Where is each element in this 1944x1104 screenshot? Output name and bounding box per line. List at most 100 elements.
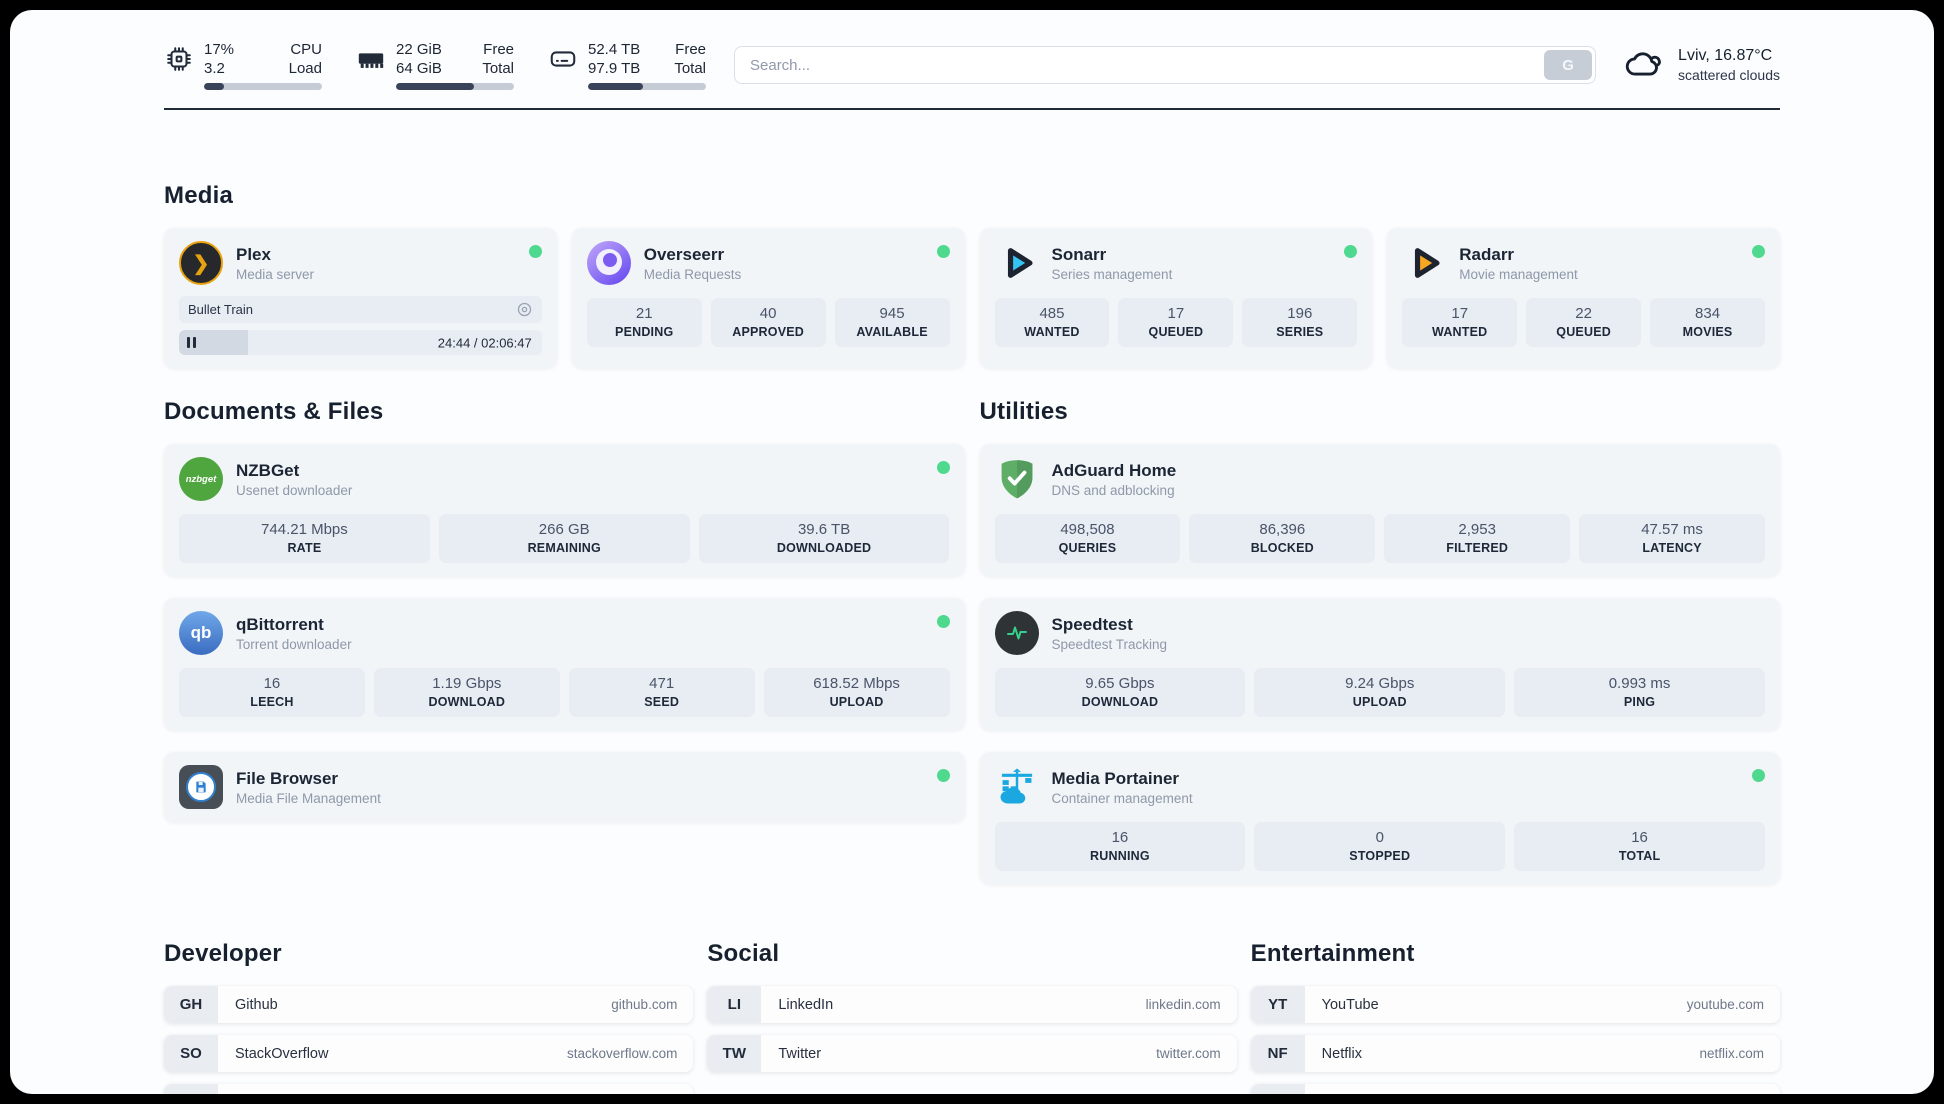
status-dot	[1344, 245, 1358, 258]
cpu-progress-bar	[204, 83, 322, 90]
memory-free-value: 22 GiB	[396, 41, 442, 58]
adguard-icon	[995, 457, 1039, 501]
link-url: linkedin.com	[1145, 997, 1221, 1012]
section-developer: Developer GH Github github.com SO StackO…	[164, 940, 694, 1094]
stat-wanted: 17 WANTED	[1402, 298, 1518, 347]
hard-drive-icon	[548, 44, 578, 74]
link-name: Github	[235, 996, 278, 1013]
app-name: AdGuard Home	[1051, 461, 1177, 480]
disk-free-label: Free	[675, 41, 706, 58]
disk-free-value: 52.4 TB	[588, 41, 641, 58]
app-card-plex[interactable]: ❯ Plex Media server Bullet Train	[164, 228, 557, 368]
stat-latency: 47.57 ms LATENCY	[1579, 514, 1765, 563]
stat-wanted: 485 WANTED	[994, 298, 1110, 347]
app-subtitle: Container management	[1051, 791, 1193, 806]
link-badge: TW	[707, 1035, 762, 1072]
link-github[interactable]: GH Github github.com	[164, 986, 694, 1023]
stat-remaining: 266 GB REMAINING	[438, 514, 690, 563]
link-netflix[interactable]: NF Netflix netflix.com	[1250, 1035, 1780, 1072]
stat-total: 16 TOTAL	[1514, 822, 1765, 871]
link-name: LinkedIn	[778, 996, 834, 1013]
app-card-portainer[interactable]: Media Portainer Container management 16 R…	[979, 752, 1780, 884]
memory-stat: 22 GiB Free 64 GiB Total	[356, 40, 514, 90]
stat-movies: 834 MOVIES	[1650, 298, 1766, 347]
pause-icon[interactable]	[187, 337, 196, 348]
ram-icon	[356, 44, 386, 74]
app-subtitle: Media server	[236, 267, 315, 282]
app-subtitle: Media Requests	[643, 267, 742, 282]
search-bar: G	[734, 46, 1597, 84]
header-divider	[164, 108, 1780, 110]
cpu-usage-value: 17%	[204, 41, 235, 58]
stat-queued: 17 QUEUED	[1118, 298, 1234, 347]
app-name: Plex	[236, 245, 271, 264]
social-section-title: Social	[707, 940, 780, 967]
stat-download: 9.65 Gbps DOWNLOAD	[994, 668, 1246, 717]
app-name: Radarr	[1459, 245, 1515, 264]
stat-filtered: 2,953 FILTERED	[1384, 514, 1571, 563]
app-card-sonarr[interactable]: Sonarr Series management 485 WANTED 17 QUE…	[979, 228, 1373, 368]
link-linkedin[interactable]: LI LinkedIn linkedin.com	[707, 986, 1237, 1023]
link-reddit[interactable]: RE Reddit reddit.com	[1250, 1084, 1780, 1094]
link-url: stackoverflow.com	[567, 1046, 678, 1061]
section-entertainment: Entertainment YT YouTube youtube.com NF …	[1250, 940, 1780, 1094]
disk-total-label: Total	[674, 60, 706, 77]
search-engine-button[interactable]: G	[1544, 50, 1593, 80]
app-name: qBittorrent	[236, 615, 324, 634]
developer-section-title: Developer	[164, 940, 282, 967]
stat-downloaded: 39.6 TB DOWNLOADED	[698, 514, 950, 563]
playback-time: 24:44 / 02:06:47	[437, 335, 532, 350]
app-name: Sonarr	[1051, 245, 1107, 264]
session-info-icon[interactable]	[516, 301, 533, 318]
search-input[interactable]	[738, 56, 1545, 74]
app-name: File Browser	[236, 769, 339, 788]
stat-queued: 22 QUEUED	[1526, 298, 1642, 347]
sonarr-icon	[995, 241, 1039, 285]
stat-leech: 16 LEECH	[179, 668, 365, 717]
qbittorrent-icon: qb	[179, 611, 223, 655]
stat-queries: 498,508 QUERIES	[994, 514, 1181, 563]
documents-section-title: Documents & Files	[164, 398, 384, 425]
app-card-adguard[interactable]: AdGuard Home DNS and adblocking 498,508 Q…	[979, 444, 1780, 576]
status-dot	[936, 461, 950, 474]
status-dot	[936, 769, 950, 782]
now-playing-title: Bullet Train	[188, 302, 254, 317]
app-subtitle: Series management	[1051, 267, 1173, 282]
playback-progress-bar[interactable]: 24:44 / 02:06:47	[179, 330, 542, 355]
app-name: Overseerr	[643, 245, 725, 264]
app-card-radarr[interactable]: Radarr Movie management 17 WANTED 22 QUEUE…	[1387, 228, 1780, 368]
link-youtube[interactable]: YT YouTube youtube.com	[1250, 986, 1780, 1023]
app-subtitle: Media File Management	[236, 791, 381, 806]
nzbget-icon: nzbget	[179, 457, 223, 501]
app-subtitle: Usenet downloader	[236, 483, 353, 498]
link-badge: DT	[164, 1084, 218, 1094]
app-card-filebrowser[interactable]: File Browser Media File Management	[164, 752, 965, 822]
stat-available: 945 AVAILABLE	[834, 298, 950, 347]
link-twitter[interactable]: TW Twitter twitter.com	[707, 1035, 1237, 1072]
link-url: netflix.com	[1699, 1046, 1764, 1061]
radarr-icon	[1402, 241, 1446, 285]
app-card-overseerr[interactable]: Overseerr Media Requests 21 PENDING 40 APP…	[571, 228, 965, 368]
link-url: github.com	[611, 997, 678, 1012]
stat-ping: 0.993 ms PING	[1514, 668, 1765, 717]
app-card-speedtest[interactable]: Speedtest Speedtest Tracking 9.65 Gbps DO…	[979, 598, 1780, 730]
memory-total-label: Total	[482, 60, 514, 77]
app-card-nzbget[interactable]: nzbget NZBGet Usenet downloader 744.21 M…	[164, 444, 965, 576]
weather-widget[interactable]: Lviv, 16.87°C scattered clouds	[1624, 46, 1780, 85]
app-subtitle: Movie management	[1459, 267, 1578, 282]
status-dot	[936, 245, 950, 258]
link-name: Twitter	[778, 1045, 822, 1062]
link-name: StackOverflow	[235, 1045, 329, 1062]
link-badge: NF	[1250, 1035, 1305, 1072]
disk-progress-bar	[588, 83, 706, 90]
link-stackoverflow[interactable]: SO StackOverflow stackoverflow.com	[164, 1035, 694, 1072]
app-card-qbittorrent[interactable]: qb qBittorrent Torrent downloader 16 LEEC…	[164, 598, 965, 730]
weather-location-temp: Lviv, 16.87°C	[1678, 47, 1773, 64]
link-dev[interactable]: DT DEV dev.to	[164, 1084, 694, 1094]
cpu-load-value: 3.2	[204, 60, 225, 77]
app-name: Media Portainer	[1051, 769, 1180, 788]
speedtest-icon	[994, 611, 1039, 655]
app-subtitle: Torrent downloader	[236, 637, 352, 652]
link-url: twitter.com	[1156, 1046, 1221, 1061]
status-dot	[936, 615, 950, 628]
